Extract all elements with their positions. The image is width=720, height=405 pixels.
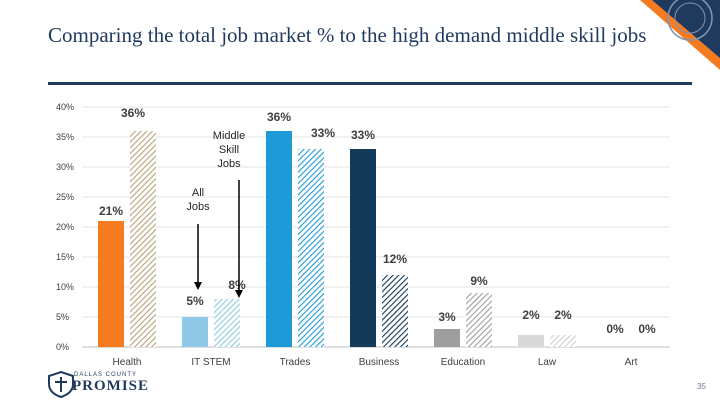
y-axis-tick-labels: 0% 5% 10% 15% 20% 25% 30% 35% 40%: [56, 102, 74, 352]
annotation-middle-skill-text: Middle: [213, 130, 245, 142]
data-label: 36%: [267, 110, 291, 124]
y-tick-label: 30%: [56, 162, 74, 172]
bars: [98, 131, 576, 347]
arrowhead: [194, 282, 202, 290]
data-label: 12%: [383, 252, 407, 266]
bar-middle-skill-business: [382, 275, 408, 347]
category-label: IT STEM: [191, 357, 230, 368]
data-label: 9%: [470, 274, 488, 288]
annotation-middle-skill-text: Jobs: [217, 158, 241, 170]
bar-all-jobs-trades: [266, 131, 292, 347]
y-tick-label: 35%: [56, 132, 74, 142]
arrowhead: [235, 290, 243, 298]
bar-middle-skill-law: [550, 335, 576, 347]
data-label: 0%: [606, 322, 624, 336]
bar-all-jobs-health: [98, 221, 124, 347]
seal-inner-ring: [674, 2, 706, 34]
title-underline: [48, 82, 692, 85]
logo-promise-text: PROMISE: [72, 378, 150, 394]
x-axis-category-labels: Health IT STEM Trades Business Education Law A…: [113, 357, 638, 368]
bar-middle-skill-trades: [298, 149, 324, 347]
category-label: Business: [359, 357, 400, 368]
data-label: 33%: [311, 126, 335, 140]
corner-seal-decoration: [600, 0, 720, 80]
annotation-middle-skill-text: Skill: [219, 144, 239, 156]
data-labels: 21% 36% 5% 8% 36% 33% 33% 12% 3% 9% 2% 2% 0% 0%: [99, 106, 656, 336]
data-label: 0%: [638, 322, 656, 336]
data-label: 33%: [351, 128, 375, 142]
seal-icon: [667, 0, 713, 41]
annotation-all-jobs-text: All: [192, 187, 204, 199]
page-number: 35: [697, 382, 706, 391]
data-label: 5%: [186, 294, 204, 308]
bar-middle-skill-education: [466, 293, 492, 347]
bar-all-jobs-law: [518, 335, 544, 347]
data-label: 8%: [228, 278, 246, 292]
annotations: Middle Skill Jobs All Jobs: [186, 130, 245, 298]
annotation-all-jobs-text: Jobs: [186, 201, 210, 213]
y-tick-label: 40%: [56, 102, 74, 112]
category-label: Art: [625, 357, 638, 368]
bar-middle-skill-it-stem: [214, 299, 240, 347]
bar-all-jobs-business: [350, 149, 376, 347]
y-tick-label: 5%: [56, 312, 69, 322]
category-label: Law: [538, 357, 557, 368]
data-label: 21%: [99, 204, 123, 218]
y-tick-label: 15%: [56, 252, 74, 262]
category-label: Health: [113, 357, 142, 368]
logo-county-text: DALLAS COUNTY: [74, 372, 138, 378]
category-label: Education: [441, 357, 485, 368]
y-tick-label: 20%: [56, 222, 74, 232]
bar-middle-skill-health: [130, 131, 156, 347]
slide-title: Comparing the total job market % to the …: [48, 23, 647, 47]
y-tick-label: 0%: [56, 342, 69, 352]
bar-all-jobs-education: [434, 329, 460, 347]
data-label: 2%: [522, 308, 540, 322]
data-label: 36%: [121, 106, 145, 120]
category-label: Trades: [280, 357, 311, 368]
data-label: 2%: [554, 308, 572, 322]
y-tick-label: 25%: [56, 192, 74, 202]
promise-shield-icon: [48, 370, 74, 398]
bar-all-jobs-it-stem: [182, 317, 208, 347]
y-tick-label: 10%: [56, 282, 74, 292]
data-label: 3%: [438, 310, 456, 324]
